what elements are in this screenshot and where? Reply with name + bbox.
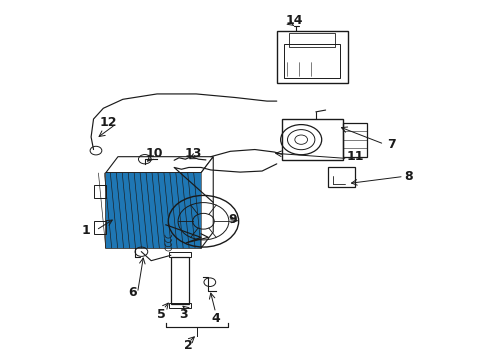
Bar <box>277 31 347 83</box>
Bar <box>94 185 106 198</box>
Text: 6: 6 <box>128 287 137 300</box>
Polygon shape <box>201 157 213 248</box>
Bar <box>94 221 106 234</box>
Bar <box>106 173 201 248</box>
Bar <box>328 167 355 187</box>
Text: 8: 8 <box>404 170 413 183</box>
Bar <box>106 173 201 248</box>
Bar <box>171 257 189 304</box>
Bar <box>169 252 191 257</box>
Bar <box>282 119 343 160</box>
Bar <box>289 33 335 47</box>
Text: 9: 9 <box>228 213 237 226</box>
Bar <box>169 303 191 308</box>
Text: 4: 4 <box>211 311 220 325</box>
Bar <box>284 44 340 78</box>
Bar <box>343 123 367 157</box>
Text: 7: 7 <box>387 138 396 150</box>
Text: 11: 11 <box>346 150 364 163</box>
Text: 12: 12 <box>99 116 117 129</box>
Text: 14: 14 <box>285 14 303 27</box>
Text: 2: 2 <box>184 339 193 352</box>
Text: 13: 13 <box>185 147 202 159</box>
Text: 3: 3 <box>180 308 188 321</box>
Text: 5: 5 <box>157 308 165 321</box>
Text: 10: 10 <box>146 147 163 159</box>
Text: 1: 1 <box>82 224 91 237</box>
